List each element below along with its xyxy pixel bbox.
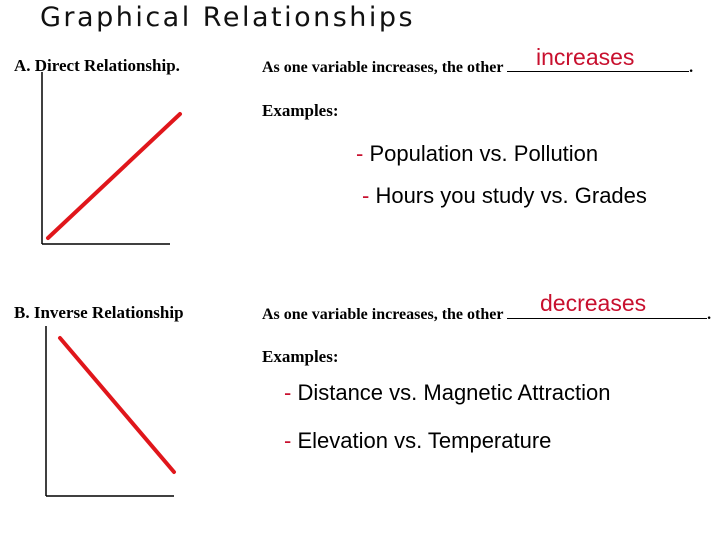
section-b-statement-text: As one variable increases, the other <box>262 306 504 323</box>
section-a-example-1: - Population vs. Pollution <box>356 141 598 167</box>
section-a-statement: As one variable increases, the other . <box>262 57 693 77</box>
example-text: Elevation vs. Temperature <box>297 428 552 453</box>
section-b-example-2: - Elevation vs. Temperature <box>284 428 551 454</box>
direct-relationship-graph <box>41 72 182 245</box>
example-text: Population vs. Pollution <box>369 141 599 166</box>
graph-a-increasing-line <box>46 112 182 240</box>
section-a-blank <box>507 57 690 72</box>
section-b-answer: decreases <box>540 290 647 316</box>
section-a-statement-text: As one variable increases, the other <box>262 59 504 76</box>
example-dash: - <box>362 183 376 208</box>
page-title: Graphical Relationships <box>40 2 416 33</box>
section-b-examples-label: Examples: <box>262 347 339 366</box>
section-b-statement: As one variable increases, the other . <box>262 304 711 324</box>
example-text: Distance vs. Magnetic Attraction <box>297 380 611 405</box>
example-text: Hours you study vs. Grades <box>375 183 647 208</box>
graph-b-decreasing-line <box>58 336 176 474</box>
inverse-relationship-graph <box>45 326 176 497</box>
section-b-label: B. Inverse Relationship <box>14 303 184 322</box>
section-b-example-1: - Distance vs. Magnetic Attraction <box>284 380 610 406</box>
example-dash: - <box>284 380 298 405</box>
section-b-blank <box>507 304 708 319</box>
section-a-end-mark: . <box>689 59 694 76</box>
example-dash: - <box>356 141 370 166</box>
section-a-example-2: - Hours you study vs. Grades <box>362 183 647 209</box>
section-a-examples-label: Examples: <box>262 101 339 120</box>
example-dash: - <box>284 428 298 453</box>
section-a-answer: increases <box>536 44 635 70</box>
section-b-end-mark: . <box>707 306 712 323</box>
section-a-label: A. Direct Relationship. <box>14 56 180 75</box>
